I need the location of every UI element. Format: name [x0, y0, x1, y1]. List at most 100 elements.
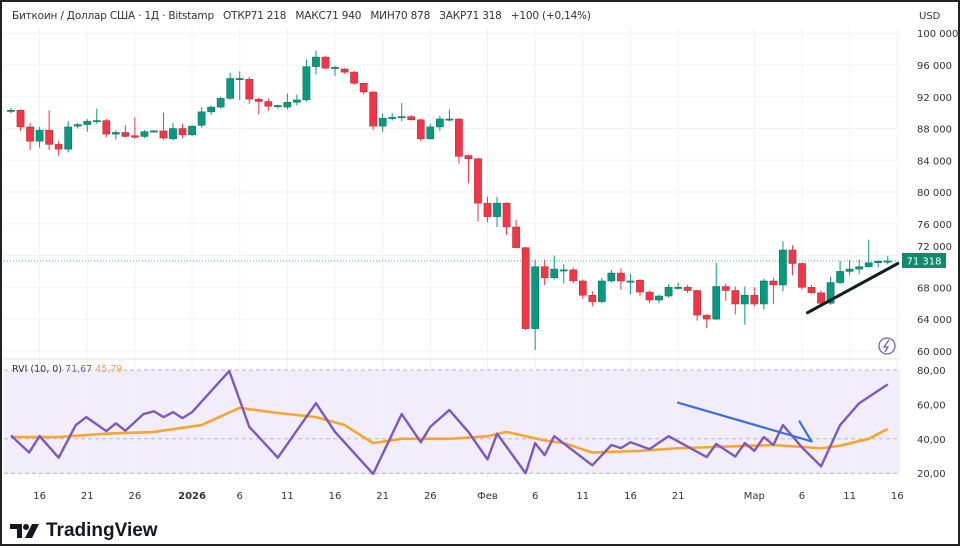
rvi-lines — [10, 369, 889, 476]
ohlc-low: МИН70 878 — [370, 10, 431, 22]
candle-body — [588, 295, 597, 302]
candle-body — [197, 111, 206, 126]
candle-body — [359, 83, 368, 93]
candle-body — [731, 290, 740, 305]
time-tick-label: 2026 — [178, 491, 206, 502]
rvi-legend[interactable]: RVI (10, 0) 71,67 45,79 — [12, 364, 122, 375]
lightning-icon[interactable] — [878, 337, 896, 355]
candle-body — [121, 132, 130, 137]
ohlc-high: МАКС71 940 — [295, 10, 362, 22]
arrow-drawing[interactable] — [676, 401, 813, 443]
ohlc-open: ОТКР71 218 — [223, 10, 287, 22]
candle-body — [131, 135, 139, 138]
candle-body — [407, 116, 416, 121]
tradingview-logo[interactable]: TradingView — [10, 520, 158, 542]
candle-body — [455, 118, 463, 157]
last-price-label: 71 318 — [907, 256, 942, 267]
candle-body — [140, 131, 149, 137]
candle-body — [788, 249, 797, 264]
currency-label[interactable]: USD — [919, 11, 941, 22]
candle-body — [760, 280, 768, 305]
candle-body — [578, 280, 587, 296]
candle-body — [397, 116, 406, 119]
candle-body — [540, 266, 549, 279]
time-tick-label: 6 — [237, 491, 243, 502]
candle-body — [826, 282, 835, 304]
candle-body — [693, 290, 702, 316]
brand-name: TradingView — [46, 520, 158, 541]
candle-body — [178, 128, 187, 136]
time-tick-label: 16 — [329, 491, 342, 502]
candle-body — [254, 98, 263, 102]
candle-body — [188, 125, 196, 136]
price-tick-label: 64 000 — [917, 315, 952, 326]
candle-body — [474, 158, 482, 204]
rvi-axis[interactable]: 80,00 60,00 40,00 20,00 — [917, 366, 946, 480]
candle-body — [64, 126, 73, 150]
symbol-title[interactable]: Биткоин / Доллар США · 1Д · Bitstamp — [12, 10, 214, 22]
time-tick-label: 16 — [891, 491, 904, 502]
candle-body — [226, 78, 235, 99]
candle-body — [54, 144, 63, 150]
candle-body — [35, 129, 44, 142]
price-tick-label: 84 000 — [917, 156, 952, 167]
candle-body — [7, 110, 15, 112]
candle-body — [369, 91, 377, 127]
candle-body — [92, 120, 101, 123]
candle-body — [159, 130, 168, 139]
candle-body — [845, 268, 854, 272]
candle-body — [464, 155, 473, 159]
time-tick-label: Мар — [744, 491, 765, 502]
candle-body — [598, 280, 606, 302]
candle-body — [302, 66, 311, 101]
time-tick-label: 11 — [843, 491, 856, 502]
arrow-head — [798, 420, 813, 443]
time-tick-label: 21 — [672, 491, 685, 502]
candle-body — [83, 121, 92, 125]
candle-body — [655, 295, 663, 301]
candle-body — [426, 126, 435, 140]
candle-body — [245, 79, 254, 100]
time-tick-label: 21 — [376, 491, 389, 502]
candle-body — [817, 292, 825, 304]
candle-body — [350, 71, 358, 84]
candle-body — [664, 287, 673, 297]
candle-body — [150, 130, 158, 133]
candle-body — [617, 272, 625, 282]
time-tick-label: 11 — [281, 491, 294, 502]
candle-body — [436, 118, 444, 128]
price-tick-label: 80 000 — [917, 188, 952, 199]
candle-body — [883, 260, 892, 263]
candle-body — [721, 286, 730, 291]
candles — [7, 50, 892, 351]
rvi-signal-line — [11, 406, 889, 454]
price-axis[interactable]: 100 000 96 000 92 000 88 000 84 000 80 000 76 … — [917, 29, 958, 358]
candle-body — [273, 105, 282, 107]
candle-body — [207, 106, 215, 113]
tradingview-logo-icon — [10, 524, 39, 538]
candle-body — [779, 249, 787, 286]
candle-body — [26, 126, 34, 142]
candle-body — [111, 132, 120, 135]
candle-body — [216, 98, 225, 108]
price-tick-label: 92 000 — [917, 93, 952, 104]
price-tick-label: 88 000 — [917, 125, 952, 136]
candle-body — [102, 120, 111, 135]
ohlc-change: +100 (+0,14%) — [510, 10, 591, 22]
trendline-drawing[interactable] — [806, 262, 900, 315]
chart-header: Биткоин / Доллар США · 1Д · Bitstamp ОТК… — [12, 10, 597, 22]
candle-body — [550, 268, 559, 279]
candle-body — [836, 271, 844, 283]
time-tick-label: 6 — [799, 491, 805, 502]
candle-body — [416, 119, 425, 140]
candle-body — [502, 202, 511, 228]
time-axis[interactable]: 16 21 26 2026 6 11 16 21 26 Фев 6 11 16 21 Мар 6 11 16 — [33, 491, 903, 502]
candle-body — [712, 286, 721, 320]
price-tick-label: 60 000 — [917, 347, 952, 358]
time-tick-label: 21 — [81, 491, 94, 502]
arrow-shaft — [676, 401, 813, 443]
candle-body — [293, 99, 301, 103]
candle-body — [312, 56, 320, 67]
